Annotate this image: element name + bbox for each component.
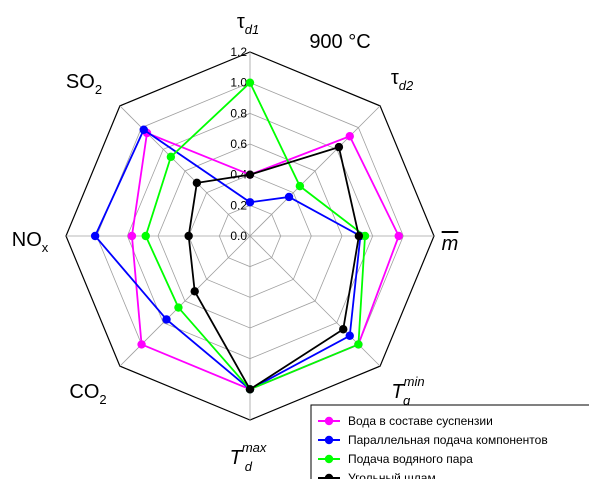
chart-title: 900 °C — [309, 31, 370, 53]
series-point — [174, 303, 183, 312]
series-point — [339, 325, 348, 334]
series-point — [127, 231, 137, 241]
legend-entry: Вода в составе суспензии — [348, 414, 493, 428]
axis-label: Tmax d — [230, 440, 267, 474]
axis-label: CO2 — [69, 381, 106, 407]
radial-tick-label: 0.8 — [230, 106, 247, 120]
series-point — [334, 142, 344, 152]
radar-series — [90, 78, 403, 394]
series-point — [190, 287, 199, 296]
axis-label: m — [442, 233, 459, 255]
series-line — [131, 131, 400, 391]
series-point — [192, 178, 202, 188]
radial-tick-label: 1.0 — [230, 76, 247, 90]
legend: Вода в составе суспензии Параллельная под… — [310, 404, 589, 479]
legend-swatch-marker — [324, 435, 334, 445]
series-point — [354, 340, 363, 349]
series-point — [184, 231, 193, 241]
axis-label: SO2 — [66, 71, 102, 97]
series-point — [295, 181, 305, 191]
series-point — [90, 231, 100, 241]
series-point — [139, 125, 148, 134]
radial-tick-label: 0.6 — [230, 137, 247, 151]
series-point — [137, 340, 146, 349]
legend-swatch-marker — [324, 473, 334, 479]
axis-label: τd1 — [237, 11, 259, 37]
radar-grid: 0.00.20.40.60.81.01.2 — [65, 45, 435, 421]
series-point — [394, 231, 403, 241]
legend-swatch-marker — [324, 454, 334, 464]
axis-label: τd2 — [391, 67, 414, 93]
legend-box — [310, 404, 589, 479]
series-point — [360, 231, 370, 241]
series-point — [245, 385, 255, 394]
series-point — [245, 78, 255, 87]
series-point — [284, 192, 294, 202]
series-line — [187, 145, 360, 391]
series-point — [354, 231, 364, 241]
grid-spoke — [249, 105, 381, 237]
series-point — [345, 132, 354, 141]
radial-tick-label: 1.2 — [230, 45, 247, 59]
radial-tick-label: 0.2 — [230, 198, 247, 212]
series-point — [245, 170, 255, 179]
legend-entry: Параллельная подача компонентов — [348, 433, 548, 447]
radial-tick-label: 0.0 — [230, 229, 247, 243]
axis-label: Tmin g — [391, 374, 424, 408]
legend-entry: Подача водяного пара — [348, 452, 473, 466]
series-point — [345, 331, 354, 340]
series-point — [162, 315, 171, 324]
axis-labels: τd1 τd2 m Tmin g Tmax d CO2 NOx SO2 — [12, 11, 459, 474]
series-point — [245, 198, 255, 207]
series-point — [166, 152, 176, 162]
series-point — [141, 231, 150, 241]
axis-label: NOx — [12, 229, 49, 255]
legend-entry: Угольный шлам — [348, 471, 436, 479]
legend-swatch-marker — [324, 416, 334, 426]
